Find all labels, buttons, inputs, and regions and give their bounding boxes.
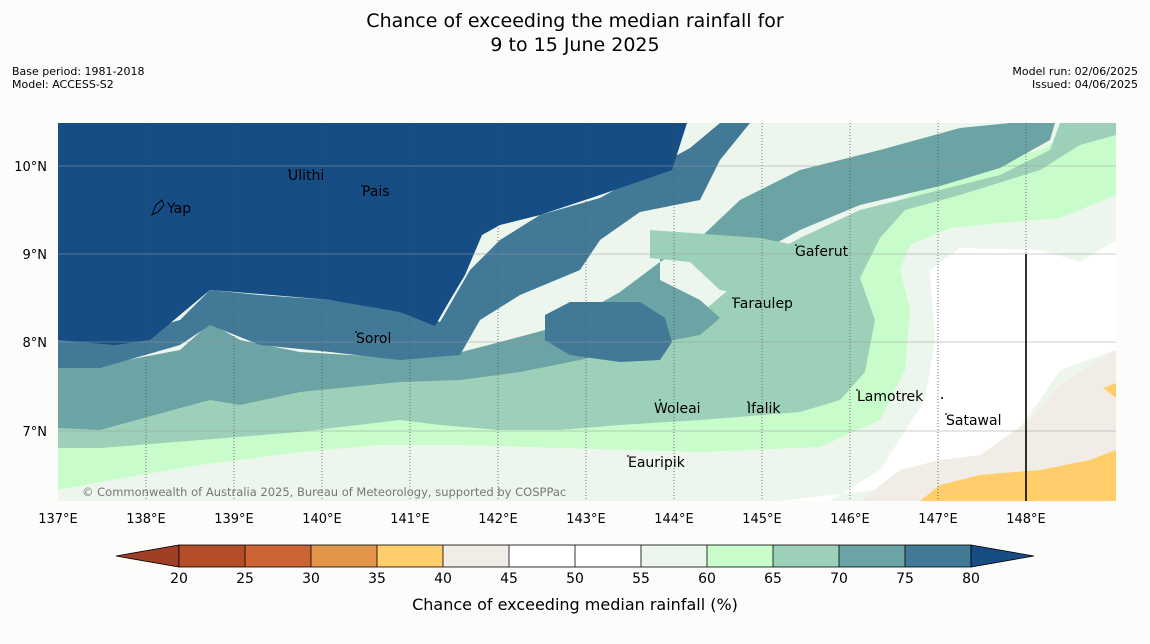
place-gaferut: Gaferut: [795, 244, 849, 260]
place-ulithi: Ulithi: [288, 168, 324, 184]
lon-tick: 140°E: [302, 512, 342, 527]
band-40-45: [860, 350, 1116, 501]
colorbar-tick: 40: [434, 571, 452, 587]
lat-tick-labels: 10°N 9°N 8°N 7°N: [14, 160, 47, 440]
colorbar-tick: 45: [500, 571, 518, 587]
colorbar-tick: 35: [368, 571, 386, 587]
place-woleai: Woleai: [654, 401, 701, 417]
yap-island-shape: [151, 199, 165, 217]
colorbar-swatch-20-25: [179, 545, 245, 567]
lat-tick: 8°N: [23, 336, 48, 351]
map-title: Chance of exceeding the median rainfall …: [0, 9, 1150, 57]
place-lamotrek: Lamotrek: [857, 389, 924, 405]
issued-date: Issued: 04/06/2025: [1031, 78, 1138, 91]
colorbar-tick: 60: [698, 571, 716, 587]
lon-tick: 145°E: [742, 512, 782, 527]
meta-left: Base period: 1981-2018 Model: ACCESS-S2: [12, 65, 144, 91]
band-35-40: [920, 450, 1116, 501]
place-ifalik: Ifalik: [747, 401, 781, 417]
colorbar-tick: 80: [962, 571, 980, 587]
base-period: Base period: 1981-2018: [12, 65, 145, 78]
colorbar-swatch-75-80: [905, 545, 971, 567]
title-line-2: 9 to 15 June 2025: [490, 34, 660, 56]
colorbar-tick: 30: [302, 571, 320, 587]
place-sorol: Sorol: [356, 331, 391, 347]
colorbar-tick: 75: [896, 571, 914, 587]
colorbar-swatch-40-45: [443, 545, 509, 567]
band-above-80: [58, 123, 687, 345]
band-75-80-pocket: [545, 302, 672, 362]
colorbar-tick: 50: [566, 571, 584, 587]
colorbar-swatch-30-35: [311, 545, 377, 567]
title-line-1: Chance of exceeding the median rainfall …: [366, 10, 784, 32]
place-yap: Yap: [166, 201, 191, 217]
colorbar-swatch-60-65: [707, 545, 773, 567]
meta-right: Model run: 02/06/2025 Issued: 04/06/2025: [1012, 65, 1138, 91]
colorbar-extend-high: [970, 544, 1035, 568]
colorbar-swatch-55-60: [641, 545, 707, 567]
lon-tick: 148°E: [1006, 512, 1046, 527]
lon-tick-labels: 137°E 138°E 139°E 140°E 141°E 142°E 143°…: [38, 512, 1046, 527]
colorbar-extend-low: [115, 544, 180, 568]
lon-tick: 143°E: [566, 512, 606, 527]
colorbar-swatch-45-50: [509, 545, 575, 567]
place-labels: Ulithi Pais Yap Gaferut Faraulep Sorol L…: [166, 168, 1001, 471]
lon-tick: 142°E: [478, 512, 518, 527]
band-65-70-pocket: [650, 230, 860, 300]
lon-tick: 146°E: [830, 512, 870, 527]
band-75-80: [58, 123, 750, 368]
place-satawal: Satawal: [946, 413, 1001, 429]
lon-tick: 144°E: [654, 512, 694, 527]
band-70-75: [58, 123, 1055, 430]
lat-tick: 10°N: [14, 160, 47, 175]
colorbar-title: Chance of exceeding median rainfall (%): [412, 595, 738, 614]
colorbar-swatch-50-55: [575, 545, 641, 567]
lon-tick: 147°E: [918, 512, 958, 527]
colorbar-tick: 55: [632, 571, 650, 587]
colorbar-tick: 20: [170, 571, 188, 587]
model-run: Model run: 02/06/2025: [1012, 65, 1138, 78]
copyright-notice: © Commonwealth of Australia 2025, Bureau…: [82, 485, 566, 499]
lon-tick: 138°E: [126, 512, 166, 527]
band-45-55: [780, 240, 1116, 501]
lon-tick: 141°E: [390, 512, 430, 527]
colorbar-dividers: [178, 544, 972, 568]
colorbar-tick: 25: [236, 571, 254, 587]
colorbar-swatch-25-30: [245, 545, 311, 567]
colorbar-swatch-35-40: [377, 545, 443, 567]
lon-tick: 139°E: [214, 512, 254, 527]
island-dots: [288, 169, 947, 457]
lat-tick: 9°N: [23, 248, 48, 263]
place-faraulep: Faraulep: [733, 296, 793, 312]
colorbar-swatch-70-75: [839, 545, 905, 567]
colorbar-tick-labels: 20 25 30 35 40 45 50 55 60 65 70 75 80: [170, 571, 980, 587]
place-pais: Pais: [362, 184, 390, 200]
lat-tick: 7°N: [23, 425, 48, 440]
lon-tick: 137°E: [38, 512, 78, 527]
lat-grid-lines: [58, 165, 1116, 432]
colorbar-swatch-65-70: [773, 545, 839, 567]
band-35-40-east: [1103, 383, 1116, 398]
band-65-70: [58, 123, 1116, 448]
colorbar-tick: 70: [830, 571, 848, 587]
colorbar: 20 25 30 35 40 45 50 55 60 65 70 75 80 C…: [115, 544, 1035, 614]
colorbar-tick: 65: [764, 571, 782, 587]
model-name: Model: ACCESS-S2: [12, 78, 114, 91]
place-eauripik: Eauripik: [628, 455, 686, 471]
map-plot-area: [58, 123, 1116, 501]
